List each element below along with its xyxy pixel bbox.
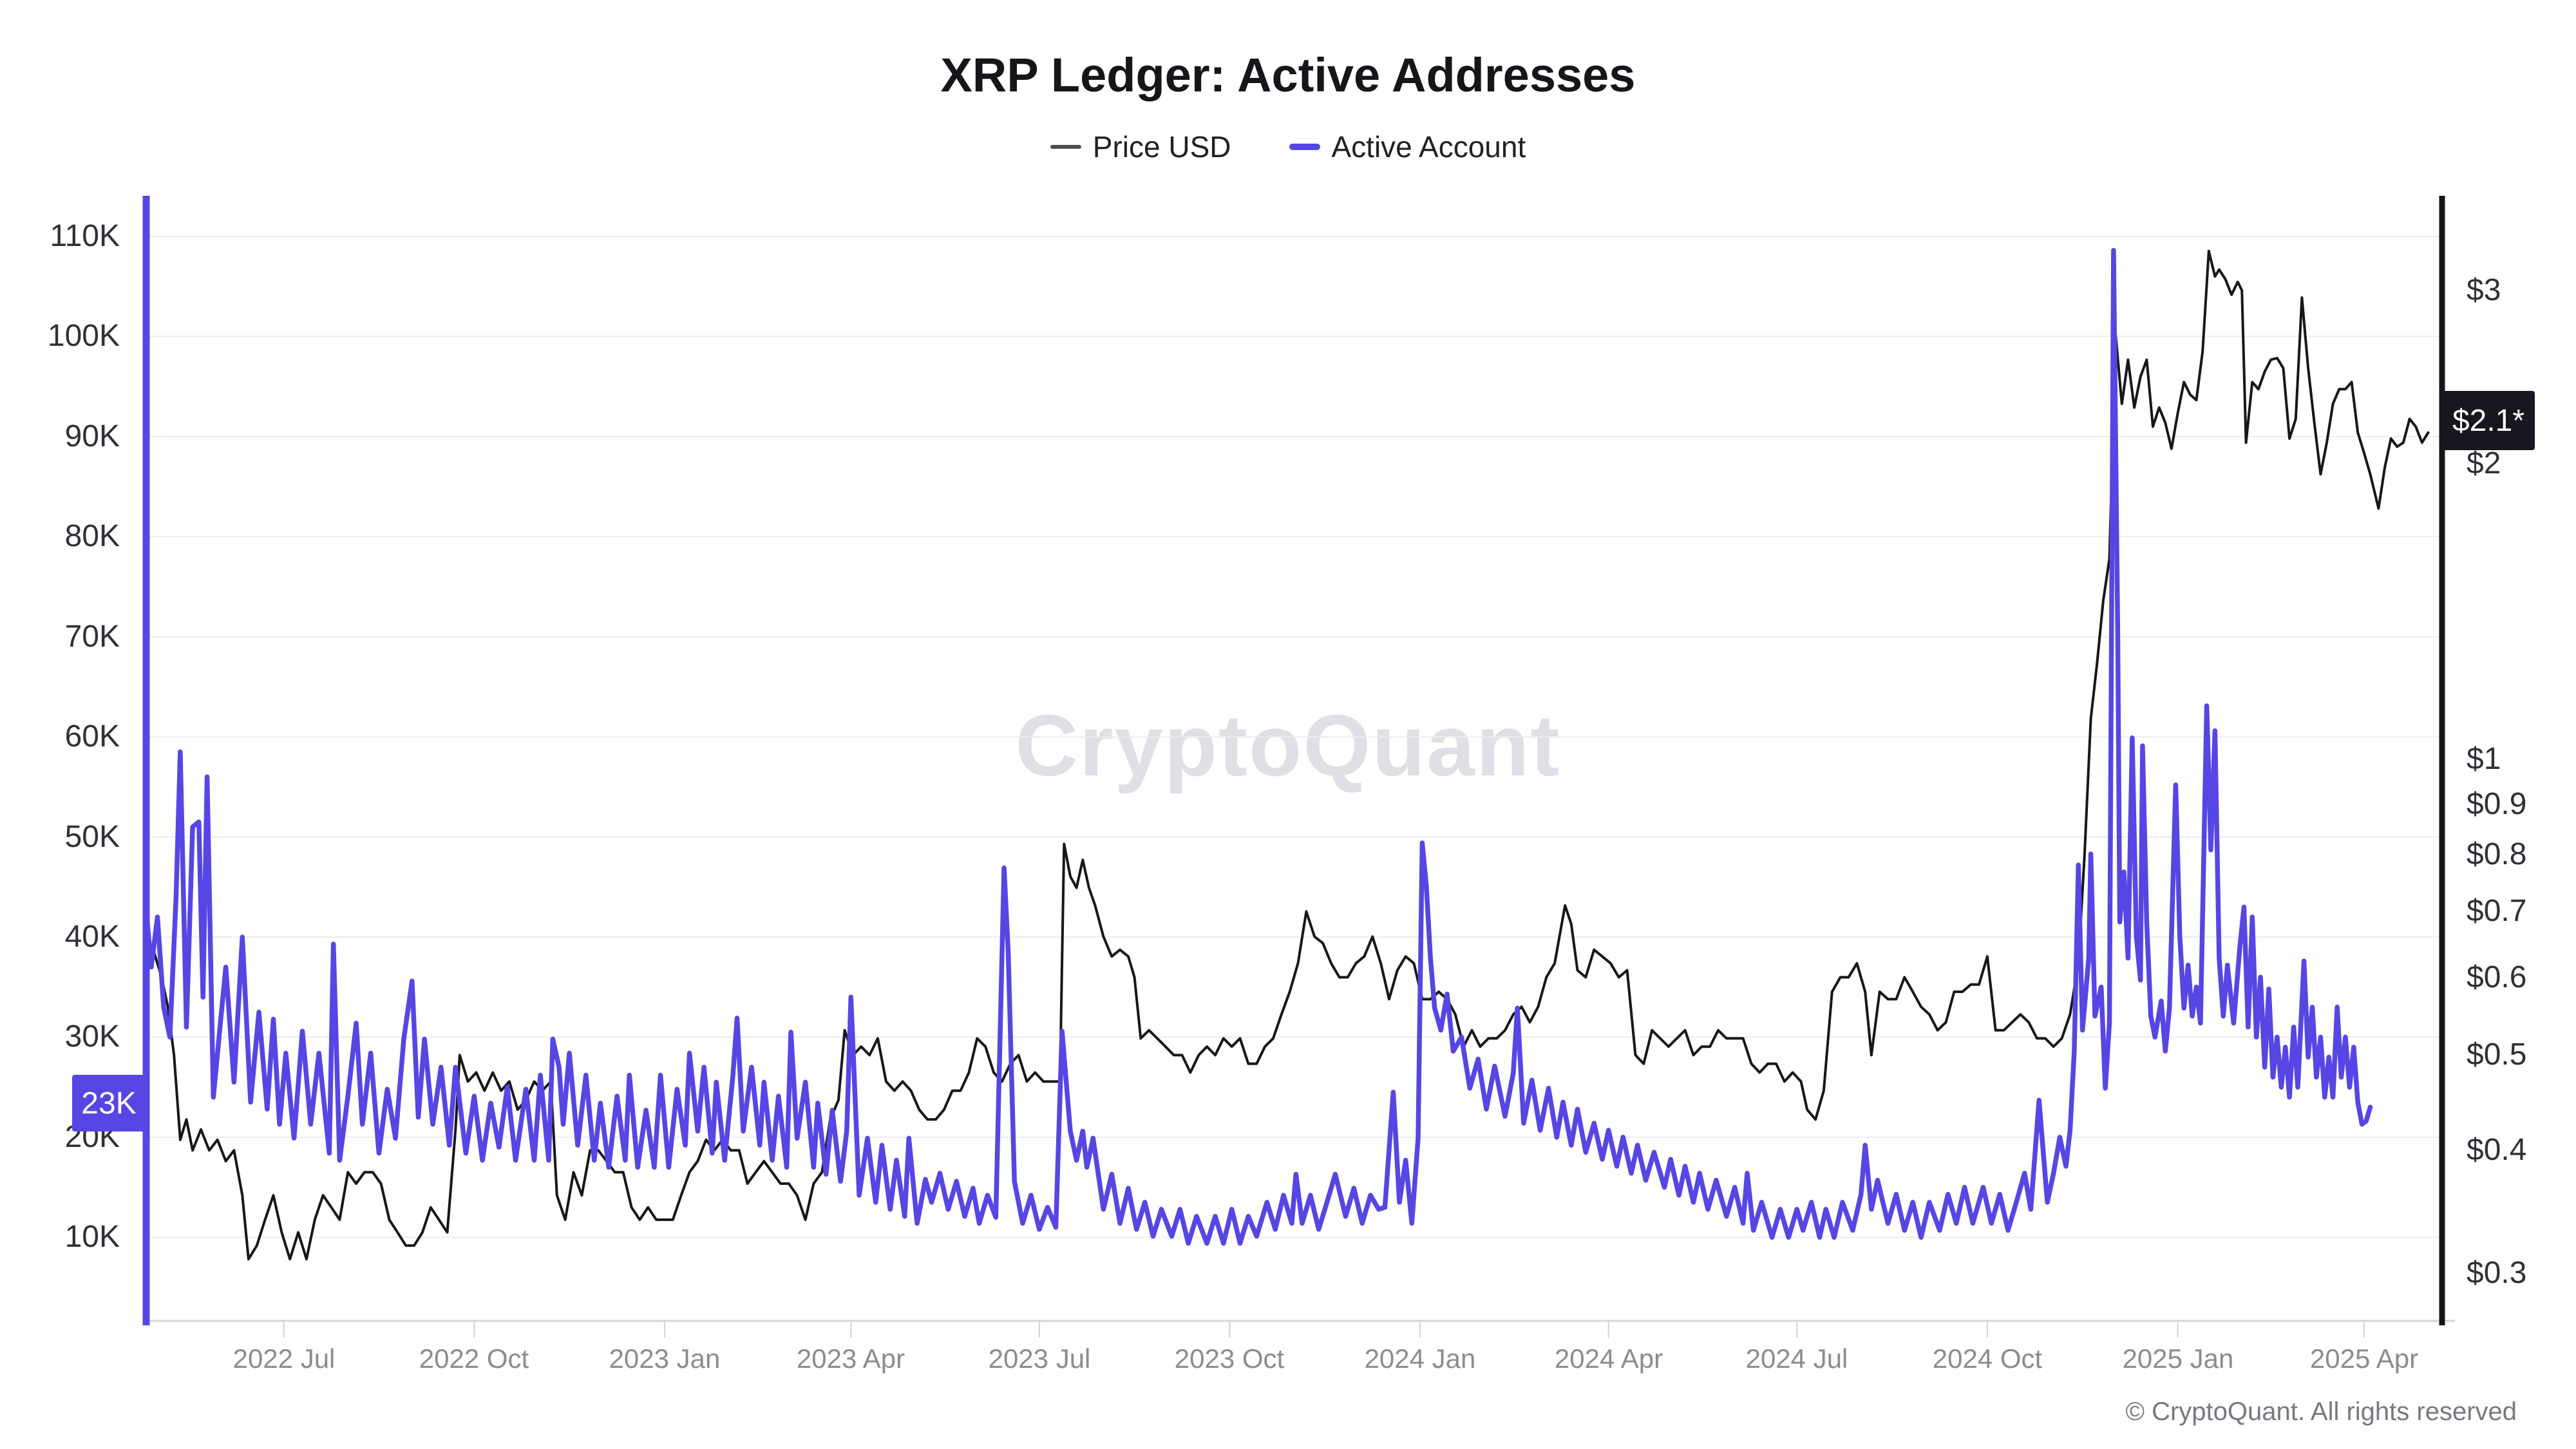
x-tick-label-2025-Jan: 2025 Jan bbox=[2122, 1343, 2234, 1374]
legend-label-active-account: Active Account bbox=[1331, 130, 1526, 164]
y-axis-right-labels: $3 $2 $1 $0.9 $0.8 $0.7 $0.6 $0.5 $0.4 $0.3 bbox=[2467, 0, 2576, 1449]
x-tick-label-2022-Oct: 2022 Oct bbox=[419, 1343, 529, 1374]
y-left-tick-label-100K: 100K bbox=[47, 319, 120, 353]
y-right-tick-label-usd-2: $2 bbox=[2467, 446, 2501, 480]
y-left-tick-label-10K: 10K bbox=[64, 1220, 120, 1254]
y-left-tick-label-50K: 50K bbox=[64, 820, 120, 854]
active-account-line-swatch-icon bbox=[1289, 144, 1320, 150]
chart-title: XRP Ledger: Active Addresses bbox=[940, 48, 1636, 102]
x-axis-labels: 2022 Jul 2022 Oct 2023 Jan 2023 Apr 2023 Jul… bbox=[0, 1343, 2576, 1382]
y-right-tick-label-usd-0.3: $0.3 bbox=[2467, 1256, 2527, 1290]
cryptoquant-watermark-bottom: CryptoQuant bbox=[0, 1309, 2576, 1321]
cryptoquant-watermark: CryptoQuant bbox=[1015, 697, 1561, 794]
active-account-line bbox=[142, 248, 2373, 1246]
legend-label-price-usd: Price USD bbox=[1092, 130, 1231, 164]
y-right-tick-label-usd-0.8: $0.8 bbox=[2467, 837, 2527, 871]
y-right-tick-label-usd-0.6: $0.6 bbox=[2467, 960, 2527, 994]
y-left-tick-label-110K: 110K bbox=[50, 219, 120, 253]
x-tick-label-2025-Apr: 2025 Apr bbox=[2309, 1343, 2419, 1374]
price-usd-line bbox=[144, 249, 2430, 1261]
y-right-tick-label-usd-0.4: $0.4 bbox=[2467, 1133, 2527, 1167]
legend-item-price-usd[interactable]: Price USD bbox=[1050, 129, 1231, 164]
y-right-tick-label-usd-0.9: $0.9 bbox=[2467, 787, 2527, 821]
y-axis-left-labels: 10K 20K 30K 40K 50K 60K 70K 80K 90K 100K 110K bbox=[0, 0, 120, 1449]
x-tick-label-2023-Jul: 2023 Jul bbox=[988, 1343, 1091, 1374]
x-tick-label-2024-Oct: 2024 Oct bbox=[1932, 1343, 2043, 1374]
x-tick-label-2024-Jan: 2024 Jan bbox=[1364, 1343, 1476, 1374]
y-left-tick-label-80K: 80K bbox=[64, 519, 120, 553]
x-tick-label-2023-Apr: 2023 Apr bbox=[796, 1343, 905, 1374]
plot-area[interactable]: CryptoQuant CryptoQuant bbox=[0, 193, 2576, 1321]
copyright-notice: © CryptoQuant. All rights reserved bbox=[2125, 1397, 2517, 1426]
y-right-tick-label-usd-3: $3 bbox=[2467, 273, 2501, 307]
active-account-current-value-badge: 23K bbox=[72, 1075, 146, 1132]
y-right-tick-label-usd-0.5: $0.5 bbox=[2467, 1037, 2527, 1072]
y-left-tick-label-60K: 60K bbox=[64, 719, 120, 753]
x-tick-label-2023-Oct: 2023 Oct bbox=[1174, 1343, 1285, 1374]
legend-item-active-account[interactable]: Active Account bbox=[1289, 129, 1526, 164]
price-current-value-badge: $2.1* bbox=[2442, 391, 2535, 450]
chart-legend: Price USD Active Account bbox=[0, 128, 2576, 166]
x-tick-label-2024-Jul: 2024 Jul bbox=[1745, 1343, 1848, 1374]
x-tick-label-2023-Jan: 2023 Jan bbox=[609, 1343, 721, 1374]
x-tick-label-2022-Jul: 2022 Jul bbox=[232, 1343, 336, 1374]
y-right-tick-label-usd-1: $1 bbox=[2467, 742, 2501, 776]
x-tick-label-2024-Apr: 2024 Apr bbox=[1554, 1343, 1663, 1374]
y-left-tick-label-40K: 40K bbox=[64, 920, 120, 954]
y-left-tick-label-90K: 90K bbox=[64, 419, 120, 453]
y-right-tick-label-usd-0.7: $0.7 bbox=[2467, 894, 2527, 928]
y-left-tick-label-30K: 30K bbox=[64, 1019, 120, 1054]
y-left-tick-label-70K: 70K bbox=[64, 620, 120, 654]
price-line-swatch-icon bbox=[1050, 145, 1081, 149]
